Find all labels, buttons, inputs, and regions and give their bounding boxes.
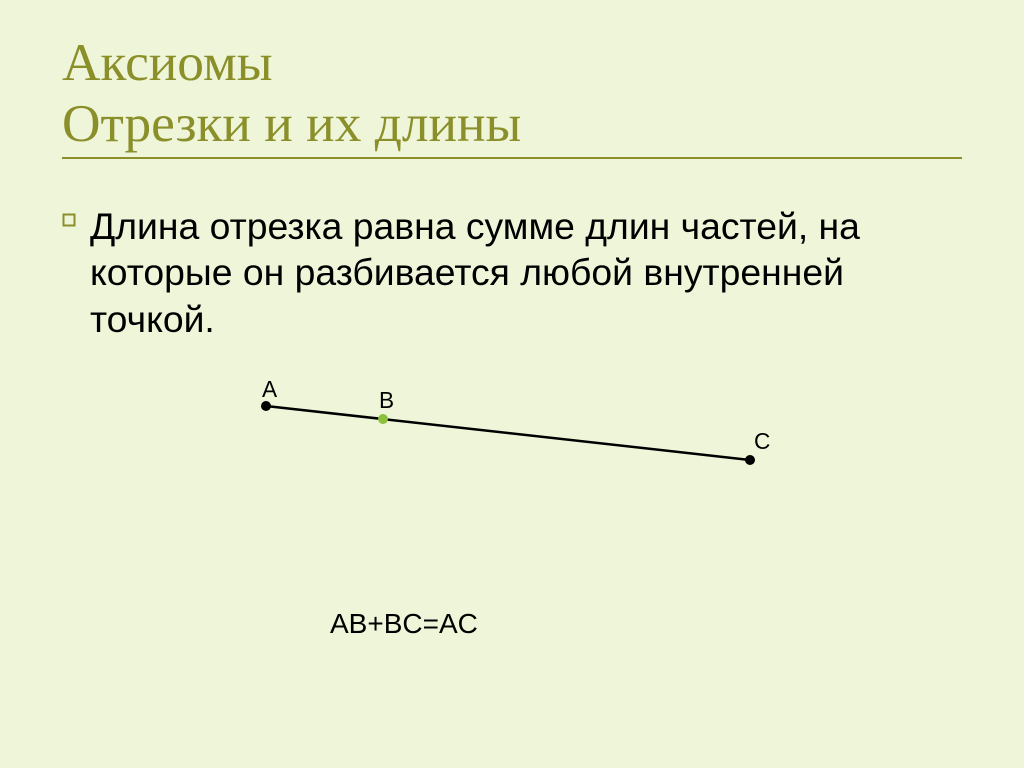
segment-svg [230, 360, 770, 500]
point-label-a: A [262, 376, 277, 403]
bullet-item: Длина отрезка равна сумме длин частей, н… [62, 203, 962, 343]
point-label-c: C [754, 428, 770, 455]
point-label-b: B [379, 387, 394, 414]
slide: Аксиомы Отрезки и их длины Длина отрезка… [0, 0, 1024, 768]
slide-body: Длина отрезка равна сумме длин частей, н… [62, 203, 962, 343]
title-line-1: Аксиомы [62, 32, 962, 93]
title-line-2: Отрезки и их длины [62, 93, 962, 154]
formula-text: AB+BC=AC [330, 608, 478, 640]
slide-title: Аксиомы Отрезки и их длины [62, 32, 962, 177]
segment-diagram: A B C [230, 360, 770, 500]
title-underline [62, 157, 962, 159]
body-text: Длина отрезка равна сумме длин частей, н… [90, 203, 962, 343]
hollow-square-icon [62, 213, 76, 227]
